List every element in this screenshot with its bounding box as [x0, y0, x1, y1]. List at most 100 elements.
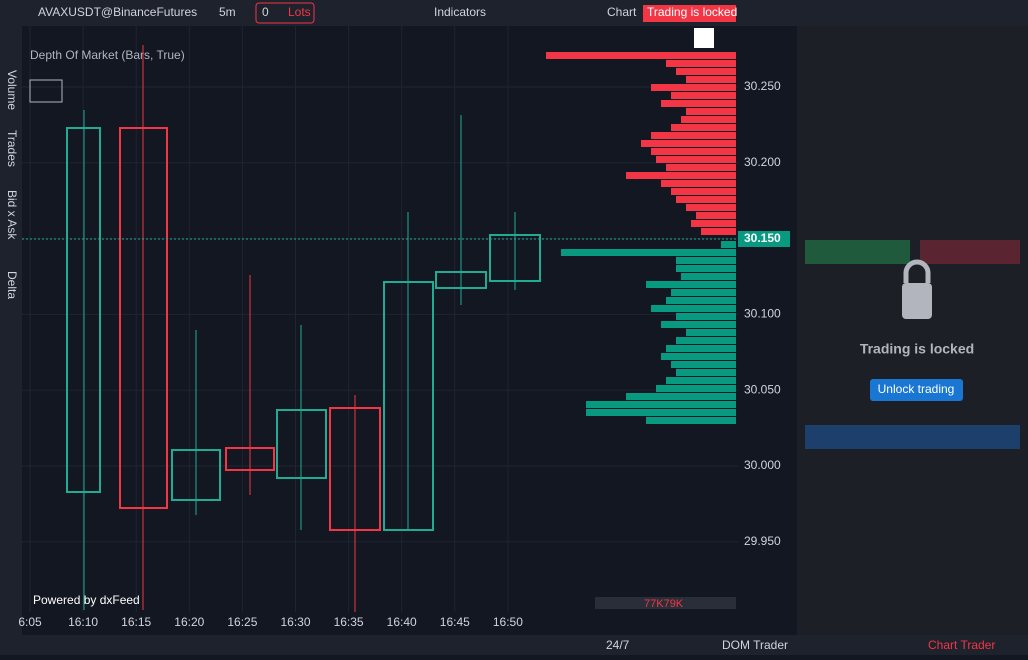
- unlock-button[interactable]: [870, 379, 963, 401]
- bid-bar: [721, 241, 736, 248]
- ask-bar: [626, 172, 736, 179]
- ask-bar: [666, 60, 736, 67]
- ask-bar: [661, 180, 736, 187]
- price-tick: 30.000: [744, 458, 781, 472]
- price-axis: [738, 26, 795, 612]
- ask-bar: [671, 92, 736, 99]
- candle: [171, 449, 221, 501]
- indicator-label: Depth Of Market (Bars, True): [30, 48, 185, 62]
- lock-badge-text: Trading is locked: [647, 5, 737, 19]
- scroll-end[interactable]: [694, 28, 714, 48]
- left-tab: Delta: [5, 271, 19, 299]
- unlock-text[interactable]: Unlock trading: [878, 382, 955, 396]
- sell-blur: [920, 240, 1020, 264]
- time-label: 16:15: [121, 615, 151, 629]
- left-tab: Trades: [5, 130, 19, 167]
- candle: [435, 271, 487, 289]
- left-tab: Bid x Ask: [5, 190, 19, 240]
- session[interactable]: 24/7: [606, 638, 630, 652]
- time-axis: 6:05 16:10 16:15 16:20 16:25 16:30 16:35 16:40 1…: [18, 615, 523, 629]
- lots-value: 0: [262, 5, 269, 19]
- lots-box[interactable]: [255, 2, 315, 24]
- time-label: 16:10: [68, 615, 98, 629]
- bid-bar: [676, 337, 736, 344]
- time-label: 16:40: [387, 615, 417, 629]
- buy-blur: [805, 240, 910, 264]
- price-tick: 29.950: [744, 534, 781, 548]
- bid-bar: [676, 265, 736, 272]
- ask-bar: [676, 68, 736, 75]
- bid-bar: [686, 329, 736, 336]
- time-label: 16:50: [493, 615, 523, 629]
- ask-bar: [651, 132, 736, 139]
- bid-bar: [561, 249, 736, 256]
- bid-bar: [666, 377, 736, 384]
- candle: [225, 447, 275, 471]
- price-tick: 30.250: [744, 79, 781, 93]
- dom-total: 77K79K: [644, 598, 684, 610]
- bid-bar: [676, 257, 736, 264]
- ask-bar: [686, 204, 736, 211]
- ask-bar: [686, 108, 736, 115]
- bid-bar: [681, 273, 736, 280]
- lock-title: Trading is locked: [860, 341, 974, 357]
- price-tick: 30.200: [744, 155, 781, 169]
- ask-bar: [671, 124, 736, 131]
- submit-blur: [805, 425, 1020, 449]
- time-label: 6:05: [18, 615, 42, 629]
- lock-badge: [643, 5, 736, 22]
- ask-bar: [641, 140, 736, 147]
- candle: [489, 234, 541, 282]
- toolbar: [0, 0, 1028, 26]
- indicators[interactable]: Indicators: [434, 5, 486, 19]
- price-tick: 30.050: [744, 382, 781, 396]
- ask-bar: [701, 228, 736, 235]
- left-tab: Volume: [5, 70, 19, 110]
- time-label: 16:25: [227, 615, 257, 629]
- bid-bar: [671, 289, 736, 296]
- ask-bar: [546, 52, 736, 59]
- trade-panel: [797, 26, 1028, 635]
- dom: [546, 52, 736, 424]
- bid-bar: [666, 297, 736, 304]
- tabs: Volume Trades Bid x Ask Delta: [5, 70, 19, 299]
- ask-bar: [696, 212, 736, 219]
- candle: [329, 407, 381, 531]
- bid-bar: [676, 369, 736, 376]
- candle: [276, 409, 327, 479]
- candle: [119, 127, 168, 509]
- time-label: 16:30: [280, 615, 310, 629]
- candle: [66, 127, 101, 493]
- bid-bar: [626, 393, 736, 400]
- ask-bar: [681, 116, 736, 123]
- ask-bar: [661, 100, 736, 107]
- current-price-bg: [738, 231, 790, 247]
- time-label: 16:35: [334, 615, 364, 629]
- bid-bar: [661, 321, 736, 328]
- bottom-bar: [0, 635, 1028, 655]
- symbol[interactable]: AVAXUSDT@BinanceFutures: [38, 5, 197, 19]
- ask-bar: [651, 148, 736, 155]
- current-price: 30.150: [744, 231, 781, 245]
- chart-tab[interactable]: Chart: [607, 5, 637, 19]
- ask-bar: [671, 188, 736, 195]
- sidebar: [0, 26, 22, 635]
- time-label: 16:45: [440, 615, 470, 629]
- lots-label: Lots: [288, 5, 311, 19]
- lock-body: [902, 283, 932, 319]
- lock-shackle: [903, 259, 931, 283]
- time-label: 16:20: [174, 615, 204, 629]
- bid-bar: [666, 345, 736, 352]
- dom-trader[interactable]: DOM Trader: [722, 638, 788, 652]
- bid-bar: [676, 313, 736, 320]
- bid-bar: [656, 385, 736, 392]
- interval[interactable]: 5m: [219, 5, 236, 19]
- ask-bar: [676, 196, 736, 203]
- dom-total-bg: [595, 597, 736, 609]
- collapse-button[interactable]: [29, 79, 63, 103]
- bid-bar: [671, 361, 736, 368]
- bid-bar: [651, 305, 736, 312]
- chart-trader[interactable]: Chart Trader: [928, 638, 995, 652]
- bid-bar: [646, 281, 736, 288]
- bid-bar: [586, 401, 736, 408]
